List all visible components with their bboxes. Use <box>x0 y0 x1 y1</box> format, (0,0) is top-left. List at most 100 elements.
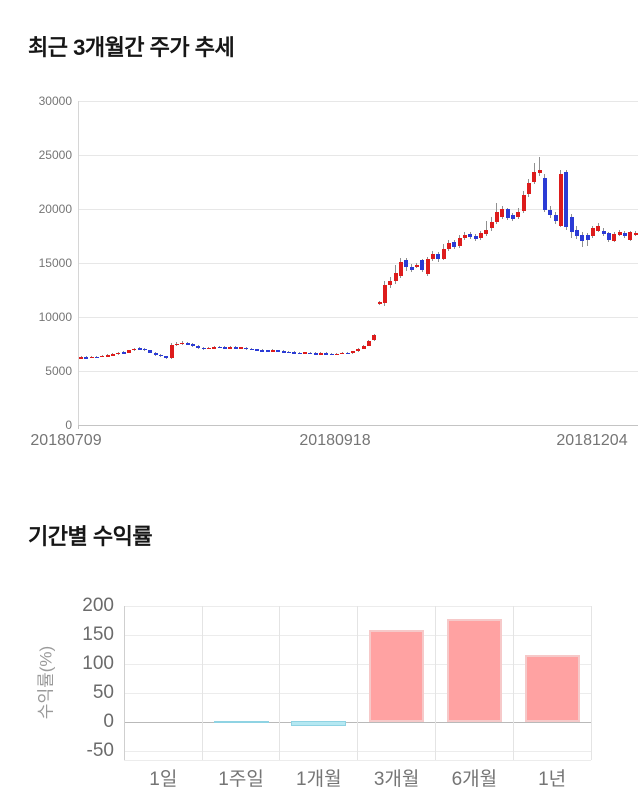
candle-up <box>100 355 105 358</box>
candle-down <box>313 353 318 355</box>
candle-down <box>505 209 510 218</box>
x-axis-date-label: 20180918 <box>299 432 371 449</box>
candle-down <box>249 348 254 351</box>
candle-up <box>382 284 387 304</box>
candle-up <box>489 221 494 229</box>
candle-up <box>361 345 366 349</box>
category-label: 6개월 <box>451 769 498 790</box>
candle-up <box>132 348 137 351</box>
candle-up <box>169 345 174 359</box>
candle-down <box>473 236 478 240</box>
candle-up <box>393 272 398 282</box>
candle-up <box>206 347 211 350</box>
candle-down <box>601 230 606 235</box>
candle-up <box>478 232 483 239</box>
candle-up <box>633 232 638 235</box>
candle-up <box>110 354 115 356</box>
candle-down <box>121 352 126 354</box>
returns-bar-chart: 200 150 100 50 0 -50 수익률(%) 1일 1주일 1개월 3개월 6개월 1년 <box>0 470 640 810</box>
candle-up <box>516 212 521 217</box>
y-axis-tick-label: 5000 <box>45 364 72 378</box>
candle-down <box>564 172 569 228</box>
candle-wick <box>539 157 541 176</box>
candle-down <box>542 177 547 211</box>
candle-up <box>174 343 179 346</box>
candle-down <box>622 232 627 236</box>
gridline-vertical <box>201 606 203 760</box>
candle-up <box>537 170 542 174</box>
candle-up <box>270 350 275 352</box>
category-label: 3개월 <box>373 769 420 790</box>
y-axis-tick-label: 50 <box>92 682 114 703</box>
candle-down <box>201 347 206 350</box>
candle-down <box>137 348 142 350</box>
candle-up <box>334 353 339 356</box>
y-axis-title: 수익률(%) <box>36 645 56 720</box>
y-axis-tick-label: 0 <box>103 711 114 732</box>
candle-up <box>526 183 531 194</box>
gridline-vertical <box>357 606 359 760</box>
candle-wick <box>485 220 487 236</box>
candle-down <box>510 215 515 219</box>
candle-up <box>414 265 419 267</box>
candle-down <box>286 351 291 354</box>
candle-up <box>446 243 451 249</box>
price-chart-title: 최근 3개월간 주가 추세 <box>28 35 235 60</box>
bar-positive <box>524 655 580 722</box>
gridline <box>78 262 638 264</box>
y-axis-line <box>78 101 79 426</box>
candle-up <box>500 209 505 217</box>
candle-up <box>558 174 563 227</box>
x-axis-date-label: 20181204 <box>556 432 628 449</box>
candle-down <box>244 347 249 350</box>
candle-down <box>185 342 190 345</box>
gridline <box>78 208 638 210</box>
candle-down <box>420 260 425 271</box>
candle-down <box>404 259 409 268</box>
candle-up <box>340 352 345 355</box>
y-axis-tick-label: 25000 <box>38 148 72 162</box>
gridline <box>78 154 638 156</box>
candle-up <box>457 238 462 247</box>
candle-down <box>606 232 611 241</box>
candle-down <box>190 344 195 347</box>
candle-up <box>318 353 323 355</box>
candle-down <box>94 356 99 359</box>
candle-up <box>617 231 622 235</box>
candle-down <box>580 234 585 242</box>
y-axis-tick-label: 10000 <box>38 310 72 324</box>
candle-down <box>260 349 265 352</box>
gridline <box>78 100 638 102</box>
y-axis-line <box>124 606 126 760</box>
y-axis-tick-label: 150 <box>82 624 114 645</box>
candle-up <box>398 261 403 276</box>
candle-down <box>265 350 270 353</box>
category-label: 1주일 <box>218 769 264 790</box>
candle-down <box>281 351 286 353</box>
candle-down <box>254 349 259 351</box>
gridline-vertical <box>279 606 281 760</box>
category-label: 1일 <box>149 769 178 790</box>
candle-up <box>228 347 233 349</box>
candle-up <box>612 233 617 241</box>
candle-up <box>462 234 467 239</box>
candle-up <box>532 172 537 182</box>
candle-up <box>441 248 446 259</box>
candle-up <box>521 194 526 212</box>
candle-up <box>494 211 499 222</box>
candle-up <box>377 302 382 304</box>
candle-down <box>158 354 163 357</box>
candle-down <box>585 234 590 241</box>
candle-up <box>79 357 83 359</box>
gridline-vertical <box>434 606 436 760</box>
candle-down <box>436 254 441 260</box>
candle-down <box>164 356 169 358</box>
y-axis-tick-label: 20000 <box>38 202 72 216</box>
y-axis-tick-label: 0 <box>65 418 72 432</box>
candle-down <box>452 242 457 247</box>
bar-negative <box>213 721 269 723</box>
candle-down <box>297 352 302 355</box>
candle-up <box>590 228 595 236</box>
candle-up <box>372 334 377 341</box>
x-axis-line <box>78 424 638 426</box>
